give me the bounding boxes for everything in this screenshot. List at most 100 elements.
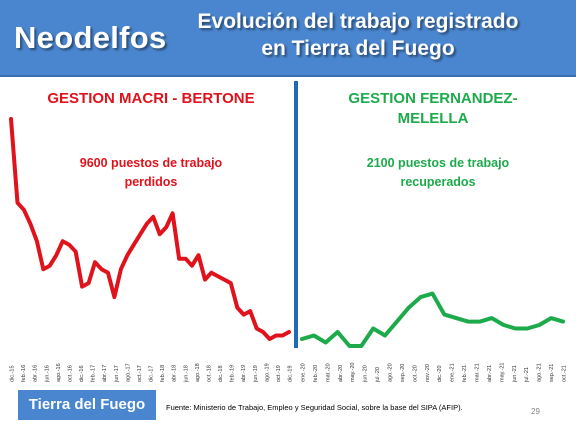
- macri-series-point: [269, 338, 271, 340]
- fernandez-series-point: [313, 334, 315, 337]
- left-note-line-1: 9600 puestos de trabajo: [80, 156, 223, 170]
- fernandez-series-point: [408, 307, 410, 309]
- macri-series-point: [49, 265, 51, 267]
- fernandez-series-point: [538, 324, 540, 326]
- x-tick-label: feb.-21: [462, 365, 468, 382]
- x-tick-label: oct.-20: [412, 365, 418, 382]
- x-tick-label: jun.-19: [253, 365, 259, 383]
- x-tick-label: sep.-21: [549, 364, 555, 382]
- x-tick-label: mar.-21: [475, 363, 481, 382]
- x-tick-label: ago.-16: [56, 363, 62, 382]
- page-number: 29: [531, 407, 540, 416]
- macri-series-line: [9, 117, 291, 341]
- fernandez-series-point: [514, 327, 517, 330]
- left-note-line-2: perdidos: [125, 175, 178, 189]
- macri-series-point: [88, 282, 90, 284]
- page-title-line-1: Evolución del trabajo registrado: [197, 10, 519, 33]
- x-tick-label: jun.-21: [512, 365, 518, 383]
- right-heading-line-2: MELELLA: [398, 110, 469, 127]
- macri-series-point: [120, 268, 122, 270]
- macri-series-point: [36, 240, 38, 242]
- brand-logo-text: Neodelfos: [14, 20, 167, 55]
- x-tick-label: may.-20: [350, 363, 356, 382]
- x-tick-label: abr.-21: [487, 365, 493, 382]
- macri-series-point: [113, 296, 115, 298]
- fernandez-series-point: [479, 321, 481, 323]
- x-tick-label: dic.-20: [437, 365, 443, 382]
- fernandez-series-point: [467, 321, 469, 323]
- x-tick-label: oct.-16: [67, 365, 73, 382]
- macri-series-point: [236, 307, 238, 309]
- x-tick-label: dic.-15: [10, 365, 16, 382]
- macri-series-point: [126, 254, 128, 256]
- macri-series-point: [185, 258, 187, 260]
- macri-series-point: [139, 233, 141, 235]
- x-tick-label: sep.-20: [400, 364, 406, 382]
- region-badge: Tierra del Fuego: [18, 390, 156, 420]
- macri-series-point: [146, 223, 148, 225]
- x-tick-label: abr.-19: [241, 365, 247, 382]
- macri-series-point: [197, 254, 200, 256]
- macri-series-point: [223, 279, 225, 281]
- chart-annotations: GESTION MACRI - BERTONE 9600 puestos de t…: [47, 90, 517, 189]
- macri-series-point: [262, 331, 264, 333]
- x-tick-label: nov.-20: [425, 364, 431, 382]
- fernandez-series-point: [503, 324, 505, 326]
- macri-series-point: [100, 268, 103, 270]
- fernandez-series-point: [431, 293, 434, 295]
- x-tick-label: feb.-16: [21, 365, 27, 382]
- fernandez-series-point: [396, 321, 398, 323]
- x-tick-label: jun.-17: [114, 365, 120, 383]
- fernandez-series-point: [526, 327, 529, 330]
- macri-series-point: [178, 258, 180, 260]
- macri-series-point: [62, 240, 64, 242]
- macri-series-point: [23, 209, 25, 211]
- macri-series-point: [68, 244, 70, 246]
- macri-series-point: [81, 286, 83, 288]
- x-tick-label: dic.-17: [149, 365, 155, 382]
- macri-series-point: [217, 275, 219, 277]
- fernandez-series-point: [301, 338, 303, 340]
- macri-series-point: [191, 265, 193, 267]
- right-note-line-1: 2100 puestos de trabajo: [367, 156, 510, 170]
- x-tick-label: feb.-18: [160, 365, 166, 382]
- title-banner: Neodelfos Evolución del trabajo registra…: [0, 0, 576, 77]
- chart-lines: [9, 117, 565, 348]
- x-tick-label: oct.-21: [562, 365, 568, 382]
- macri-series-point: [75, 251, 77, 253]
- macri-series-point: [256, 327, 258, 330]
- macri-series-point: [210, 272, 212, 274]
- fernandez-series-point: [325, 341, 327, 344]
- page-title-line-2: en Tierra del Fuego: [261, 37, 455, 60]
- x-tick-label: feb.-20: [313, 365, 319, 382]
- x-tick-label: oct.-18: [206, 365, 212, 382]
- source-note: Fuente: Ministerio de Trabajo, Empleo y …: [166, 403, 463, 412]
- x-tick-label: jun.-20: [363, 365, 369, 383]
- macri-series-point: [42, 268, 44, 270]
- macri-series-point: [94, 261, 96, 263]
- macri-series-point: [55, 254, 57, 256]
- fernandez-series-point: [491, 317, 493, 319]
- fernandez-series-point: [550, 317, 552, 319]
- x-tick-label: dic.-18: [218, 365, 224, 382]
- x-tick-label: jun.-18: [183, 365, 189, 383]
- macri-series-point: [288, 331, 290, 333]
- x-tick-label: oct.-17: [137, 365, 143, 382]
- fernandez-series-point: [420, 296, 422, 298]
- macri-series-point: [165, 226, 167, 228]
- macri-series-point: [16, 202, 19, 204]
- macri-series-point: [10, 118, 12, 120]
- right-heading-line-1: GESTION FERNANDEZ-: [348, 90, 517, 107]
- x-tick-label: ago.-18: [195, 363, 201, 382]
- macri-series-point: [152, 216, 154, 218]
- fernandez-series-point: [455, 317, 457, 319]
- x-tick-label: ago.-17: [125, 363, 131, 382]
- right-note-line-2: recuperados: [400, 175, 475, 189]
- macri-series-point: [133, 244, 135, 246]
- x-tick-label: ago.-19: [264, 363, 270, 382]
- fernandez-series-point: [443, 314, 445, 316]
- x-tick-label: ene.-21: [450, 363, 456, 382]
- x-tick-label: may.-21: [499, 363, 505, 382]
- x-tick-label: ene.-20: [301, 363, 307, 382]
- x-tick-label: jul.-20: [375, 367, 381, 383]
